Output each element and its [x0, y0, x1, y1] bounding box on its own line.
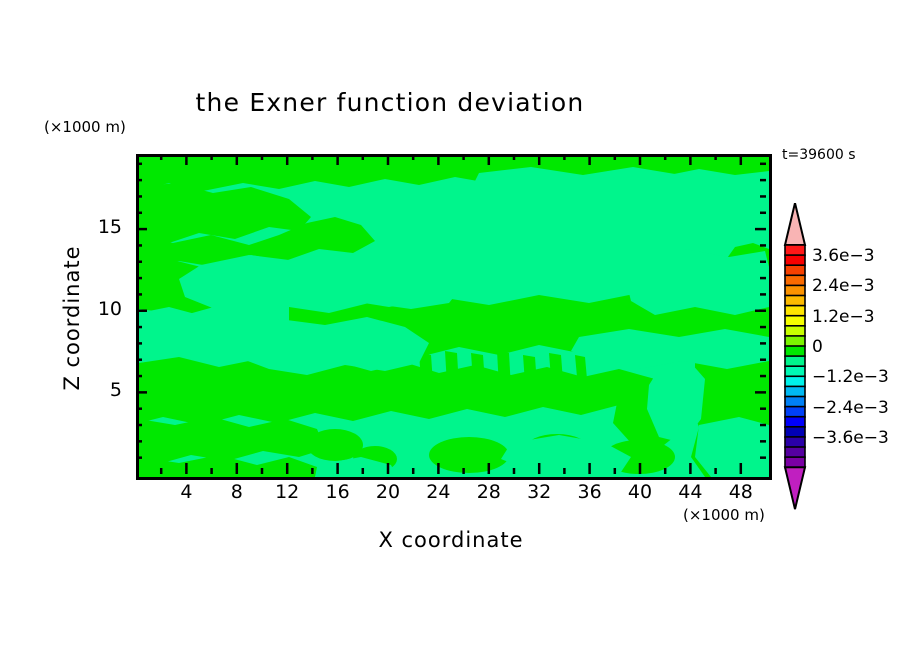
colorbar-tick-label: 3.6e−3: [812, 246, 875, 267]
colorbar-band: [784, 345, 806, 358]
y-tick-label: 5: [109, 379, 122, 402]
x-tick-label: 36: [577, 481, 602, 503]
y-axis-unit-label: (×1000 m): [44, 118, 126, 136]
x-tick-label: 4: [180, 481, 193, 503]
x-tick-label: 48: [728, 481, 753, 503]
x-tick-label: 32: [527, 481, 552, 503]
contour-band-negative-overlay: [139, 167, 769, 477]
colorbar-band: [784, 284, 806, 297]
colorbar-band: [784, 355, 806, 368]
colorbar-band: [784, 375, 806, 388]
colorbar-tick-label: 2.4e−3: [812, 276, 875, 297]
x-tick-label: 12: [275, 481, 300, 503]
colorbar-band: [784, 274, 806, 287]
colorbar-band: [784, 314, 806, 327]
colorbar-band: [784, 415, 806, 428]
x-tick-label: 24: [426, 481, 451, 503]
colorbar-tick-label: 0: [812, 337, 823, 357]
x-tick-label: 20: [375, 481, 401, 503]
colorbar-band: [784, 425, 806, 439]
colorbar-svg: [783, 202, 807, 510]
y-tick-label: 15: [97, 216, 122, 239]
colorbar-tick-label: −2.4e−3: [812, 397, 889, 418]
colorbar-band: [784, 456, 806, 469]
colorbar-tick-label: 1.2e−3: [812, 306, 875, 327]
colorbar-under-cap: [783, 466, 807, 510]
x-tick-label: 28: [476, 481, 501, 503]
x-tick-label: 8: [230, 481, 243, 503]
plot-area: [136, 154, 772, 480]
colorbar-tick-label: −1.2e−3: [812, 367, 889, 388]
colorbar: [781, 202, 821, 517]
colorbar-band: [784, 436, 806, 449]
colorbar-band: [784, 405, 806, 418]
x-axis-unit-label: (×1000 m): [683, 506, 765, 524]
colorbar-band: [784, 395, 806, 408]
x-tick-label: 40: [627, 481, 653, 503]
x-axis-title: X coordinate: [378, 528, 524, 552]
contour-svg: [139, 157, 769, 477]
colorbar-band: [784, 244, 806, 257]
colorbar-band: [784, 446, 806, 459]
colorbar-over-cap: [783, 202, 807, 246]
colorbar-band: [784, 294, 806, 307]
page-title: the Exner function deviation: [195, 88, 585, 117]
y-tick-label: 10: [97, 297, 122, 320]
colorbar-band: [784, 324, 806, 338]
colorbar-band: [784, 385, 806, 398]
colorbar-band: [784, 254, 806, 267]
colorbar-tick-label: −3.6e−3: [812, 427, 889, 448]
colorbar-band: [784, 304, 806, 317]
x-tick-label: 44: [678, 481, 703, 503]
colorbar-band: [784, 365, 806, 378]
colorbar-band: [784, 335, 806, 348]
time-annotation: t=39600 s: [782, 147, 856, 163]
x-tick-label: 16: [325, 481, 350, 503]
contour-field: [139, 157, 769, 477]
colorbar-band: [784, 264, 806, 277]
